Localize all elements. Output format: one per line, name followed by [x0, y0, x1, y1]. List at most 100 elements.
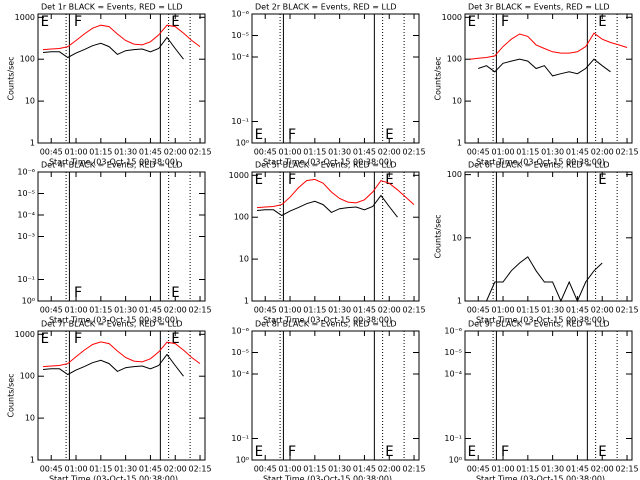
series-line [42, 24, 201, 51]
y-tick-label: 100 [20, 55, 35, 64]
y-tick-label: 10⁰ [236, 139, 249, 148]
y-tick-label: 1 [457, 139, 462, 148]
y-tick-label: 10⁻⁴ [231, 53, 249, 62]
y-tick-label: 10⁻⁴ [231, 370, 249, 379]
x-tick-label: 02:00 [591, 465, 614, 474]
plot-frame [37, 13, 206, 144]
y-tick-label: 10 [25, 414, 35, 423]
x-tick-label: 01:00 [278, 306, 301, 315]
x-tick-label: 02:00 [591, 148, 614, 157]
x-tick-label: 01:45 [566, 148, 589, 157]
chart-title: Det 5r BLACK = Events, RED = LLD [255, 161, 397, 170]
x-tick-label: 01:00 [491, 148, 514, 157]
x-tick-label: 01:30 [541, 306, 564, 315]
y-tick-label: 100 [20, 372, 35, 381]
plot-frame [251, 330, 420, 461]
x-axis-label: Start Time (03-Oct-15 00:38:00) [263, 316, 392, 325]
series-line [256, 194, 398, 218]
plot-frame [464, 13, 633, 144]
x-tick-label: 01:15 [516, 306, 539, 315]
flag-label: E [468, 444, 476, 460]
y-tick-label: 1 [30, 456, 35, 465]
flag-label: E [468, 14, 476, 30]
y-tick-label: 10 [452, 97, 462, 106]
plot-frame [464, 330, 633, 461]
x-tick-label: 00:45 [40, 306, 63, 315]
chart-title: Det 6r BLACK = Events, RED = LLD [468, 161, 610, 170]
chart-title: Det 1r BLACK = Events, RED = LLD [41, 3, 183, 12]
x-tick-label: 00:45 [467, 148, 490, 157]
x-tick-label: 01:30 [328, 465, 351, 474]
y-tick-label: 10 [452, 233, 462, 242]
flag-label: E [598, 444, 606, 460]
y-tick-label: 10⁻⁵ [231, 348, 249, 357]
y-axis-label: Counts/sec [434, 214, 443, 258]
x-tick-label: 00:45 [254, 465, 277, 474]
series-line [256, 178, 415, 209]
flag-label: E [171, 285, 179, 301]
flag-label: E [171, 14, 179, 30]
y-tick-label: 10⁻¹ [231, 117, 249, 126]
x-tick-label: 01:15 [303, 306, 326, 315]
x-tick-label: 00:45 [467, 465, 490, 474]
y-tick-label: 1 [457, 297, 462, 306]
flag-label: F [74, 14, 82, 30]
plot-frame [37, 330, 206, 461]
flag-label: E [41, 14, 49, 30]
y-tick-label: 10⁻³ [17, 232, 35, 241]
flag-label: E [385, 444, 393, 460]
y-tick-label: 10⁰ [449, 456, 462, 465]
flag-label: E [41, 331, 49, 347]
y-axis-label: Counts/sec [7, 56, 16, 100]
chart-title: Det 9r BLACK = Events, RED = LLD [468, 320, 610, 329]
series-line [478, 58, 611, 77]
y-tick-label: 10⁻⁶ [17, 168, 35, 177]
chart-title: Det 4r BLACK = Events, RED = LLD [41, 161, 183, 170]
x-tick-label: 01:15 [89, 465, 112, 474]
y-tick-label: 1 [244, 297, 249, 306]
series-line [42, 341, 201, 368]
flag-label: F [288, 444, 296, 460]
y-tick-label: 10⁻⁶ [444, 327, 462, 336]
flag-label: F [501, 444, 509, 460]
x-tick-label: 01:30 [114, 306, 137, 315]
x-tick-label: 01:00 [64, 465, 87, 474]
y-tick-label: 10⁻¹ [17, 275, 35, 284]
y-tick-label: 100 [447, 170, 462, 179]
y-tick-label: 1 [30, 139, 35, 148]
x-tick-label: 02:00 [591, 306, 614, 315]
x-tick-label: 01:15 [516, 148, 539, 157]
flag-label: E [598, 14, 606, 30]
plot-frame [251, 13, 420, 144]
flag-label: E [255, 172, 263, 188]
y-tick-label: 1000 [442, 13, 462, 22]
x-tick-label: 01:00 [491, 306, 514, 315]
x-tick-label: 00:45 [254, 148, 277, 157]
x-axis-label: Start Time (03-Oct-15 00:38:00) [263, 475, 392, 480]
x-tick-label: 02:15 [189, 306, 212, 315]
y-tick-label: 10⁻¹ [444, 434, 462, 443]
x-tick-label: 01:15 [89, 306, 112, 315]
x-tick-label: 01:15 [516, 465, 539, 474]
flag-label: F [501, 14, 509, 30]
x-axis-label: Start Time (03-Oct-15 00:38:00) [49, 475, 178, 480]
y-tick-label: 10⁻⁴ [444, 370, 462, 379]
x-tick-label: 01:45 [566, 306, 589, 315]
x-tick-label: 01:30 [328, 148, 351, 157]
flag-label: E [255, 444, 263, 460]
y-tick-label: 100 [234, 213, 249, 222]
y-tick-label: 10⁻⁵ [231, 31, 249, 40]
x-tick-label: 02:00 [164, 306, 187, 315]
chart-title: Det 7r BLACK = Events, RED = LLD [41, 320, 183, 329]
series-line [486, 256, 603, 303]
x-tick-label: 01:45 [139, 465, 162, 474]
y-tick-label: 10 [239, 255, 249, 264]
series-line [469, 32, 628, 60]
y-tick-label: 10⁻⁵ [17, 189, 35, 198]
x-tick-label: 01:30 [114, 465, 137, 474]
y-tick-label: 1000 [15, 330, 35, 339]
x-tick-label: 01:00 [278, 465, 301, 474]
x-tick-label: 01:30 [541, 148, 564, 157]
chart-title: Det 8r BLACK = Events, RED = LLD [255, 320, 397, 329]
